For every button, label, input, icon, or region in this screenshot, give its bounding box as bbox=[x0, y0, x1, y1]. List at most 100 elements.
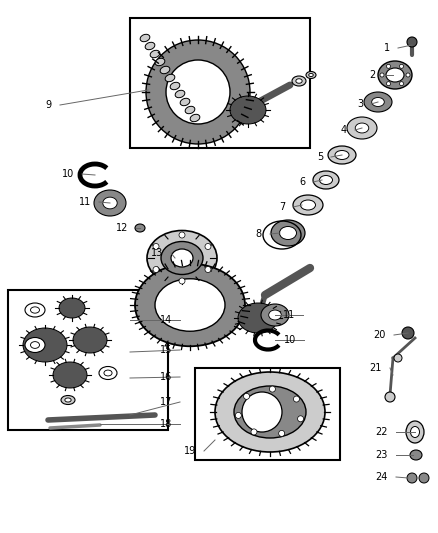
Ellipse shape bbox=[59, 298, 85, 318]
Circle shape bbox=[297, 416, 304, 422]
Circle shape bbox=[205, 244, 211, 249]
Circle shape bbox=[386, 82, 391, 86]
Ellipse shape bbox=[215, 372, 325, 452]
Text: 21: 21 bbox=[370, 363, 382, 373]
Circle shape bbox=[205, 266, 211, 272]
Ellipse shape bbox=[271, 220, 305, 246]
Circle shape bbox=[407, 37, 417, 47]
Ellipse shape bbox=[155, 58, 165, 66]
Ellipse shape bbox=[410, 450, 422, 460]
Circle shape bbox=[386, 64, 391, 68]
Text: 11: 11 bbox=[79, 197, 91, 207]
Ellipse shape bbox=[155, 279, 225, 331]
Ellipse shape bbox=[293, 195, 323, 215]
Ellipse shape bbox=[140, 34, 150, 42]
Ellipse shape bbox=[61, 395, 75, 405]
Ellipse shape bbox=[335, 150, 349, 159]
Circle shape bbox=[235, 413, 241, 418]
Ellipse shape bbox=[170, 82, 180, 90]
Circle shape bbox=[153, 266, 159, 272]
Ellipse shape bbox=[150, 50, 160, 58]
Ellipse shape bbox=[292, 76, 306, 86]
Text: 23: 23 bbox=[376, 450, 388, 460]
Ellipse shape bbox=[355, 123, 369, 133]
Ellipse shape bbox=[171, 249, 193, 267]
Circle shape bbox=[293, 396, 300, 402]
Circle shape bbox=[399, 64, 403, 68]
Ellipse shape bbox=[309, 74, 313, 77]
Text: 6: 6 bbox=[299, 177, 305, 187]
Ellipse shape bbox=[319, 175, 332, 184]
Ellipse shape bbox=[147, 230, 217, 286]
Ellipse shape bbox=[410, 426, 420, 438]
Ellipse shape bbox=[25, 337, 45, 352]
Ellipse shape bbox=[94, 190, 126, 216]
Text: 24: 24 bbox=[376, 472, 388, 482]
Bar bbox=[130, 18, 310, 148]
Ellipse shape bbox=[160, 66, 170, 74]
Ellipse shape bbox=[378, 61, 412, 89]
Circle shape bbox=[406, 73, 410, 77]
Text: 10: 10 bbox=[62, 169, 74, 179]
Ellipse shape bbox=[23, 328, 67, 362]
Ellipse shape bbox=[185, 106, 195, 114]
Text: 14: 14 bbox=[160, 315, 172, 325]
Circle shape bbox=[402, 327, 414, 339]
Circle shape bbox=[251, 429, 257, 435]
Ellipse shape bbox=[104, 370, 112, 376]
Ellipse shape bbox=[300, 200, 315, 210]
Bar bbox=[195, 368, 340, 460]
Text: 12: 12 bbox=[116, 223, 128, 233]
Circle shape bbox=[279, 431, 285, 437]
Ellipse shape bbox=[328, 146, 356, 164]
Text: 4: 4 bbox=[341, 125, 347, 135]
Text: 19: 19 bbox=[184, 446, 196, 456]
Text: 13: 13 bbox=[151, 248, 163, 258]
Text: 9: 9 bbox=[46, 100, 52, 110]
Text: 22: 22 bbox=[375, 427, 388, 437]
Text: 20: 20 bbox=[374, 330, 386, 340]
Circle shape bbox=[179, 278, 185, 284]
Ellipse shape bbox=[268, 310, 281, 320]
Ellipse shape bbox=[347, 117, 377, 139]
Circle shape bbox=[380, 73, 384, 77]
Ellipse shape bbox=[31, 307, 39, 313]
Ellipse shape bbox=[296, 79, 302, 83]
Circle shape bbox=[394, 354, 402, 362]
Ellipse shape bbox=[53, 362, 87, 388]
Circle shape bbox=[419, 473, 429, 483]
Ellipse shape bbox=[279, 227, 297, 239]
Ellipse shape bbox=[73, 327, 107, 353]
Ellipse shape bbox=[372, 98, 384, 107]
Circle shape bbox=[385, 392, 395, 402]
Ellipse shape bbox=[135, 224, 145, 232]
Ellipse shape bbox=[65, 398, 71, 402]
Circle shape bbox=[399, 82, 403, 86]
Text: 8: 8 bbox=[256, 229, 262, 239]
Bar bbox=[8, 290, 168, 430]
Ellipse shape bbox=[175, 90, 185, 98]
Ellipse shape bbox=[230, 96, 266, 124]
Ellipse shape bbox=[386, 68, 404, 82]
Text: 10: 10 bbox=[284, 335, 296, 345]
Text: 2: 2 bbox=[370, 70, 376, 80]
Ellipse shape bbox=[25, 303, 45, 317]
Ellipse shape bbox=[146, 40, 250, 144]
Ellipse shape bbox=[364, 92, 392, 112]
Ellipse shape bbox=[99, 367, 117, 379]
Ellipse shape bbox=[306, 71, 316, 78]
Text: 16: 16 bbox=[160, 372, 172, 382]
Text: 11: 11 bbox=[283, 310, 295, 320]
Text: 3: 3 bbox=[357, 99, 363, 109]
Ellipse shape bbox=[145, 42, 155, 50]
Circle shape bbox=[407, 473, 417, 483]
Circle shape bbox=[153, 244, 159, 249]
Ellipse shape bbox=[238, 303, 278, 333]
Ellipse shape bbox=[261, 304, 289, 326]
Ellipse shape bbox=[31, 342, 39, 349]
Ellipse shape bbox=[166, 60, 230, 124]
Circle shape bbox=[244, 393, 250, 399]
Text: 15: 15 bbox=[159, 345, 172, 355]
Ellipse shape bbox=[313, 171, 339, 189]
Circle shape bbox=[242, 392, 282, 432]
